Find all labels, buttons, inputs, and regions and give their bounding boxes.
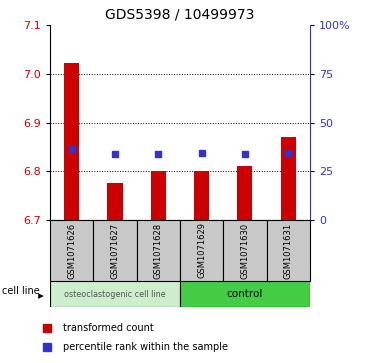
Text: GSM1071629: GSM1071629 (197, 223, 206, 278)
Bar (108, 183, 122, 220)
Text: osteoclastogenic cell line: osteoclastogenic cell line (64, 290, 166, 298)
Text: cell line: cell line (1, 286, 39, 297)
Text: percentile rank within the sample: percentile rank within the sample (63, 342, 228, 352)
Bar (237, 166, 252, 220)
Title: GDS5398 / 10499973: GDS5398 / 10499973 (105, 8, 255, 21)
Text: GSM1071627: GSM1071627 (111, 223, 119, 278)
Bar (64, 63, 79, 220)
Bar (180, 220, 223, 281)
Bar (266, 220, 310, 281)
Bar (180, 281, 310, 307)
Bar (151, 171, 166, 220)
Text: GSM1071630: GSM1071630 (240, 223, 249, 278)
Text: GSM1071631: GSM1071631 (284, 223, 293, 278)
Bar (223, 220, 266, 281)
Bar (93, 220, 137, 281)
Text: control: control (227, 289, 263, 299)
Text: transformed count: transformed count (63, 323, 154, 333)
Bar (50, 281, 180, 307)
Bar (280, 137, 296, 220)
Bar (137, 220, 180, 281)
Bar (194, 171, 209, 220)
Bar (50, 220, 93, 281)
Text: GSM1071626: GSM1071626 (67, 223, 76, 278)
Text: GSM1071628: GSM1071628 (154, 223, 163, 278)
